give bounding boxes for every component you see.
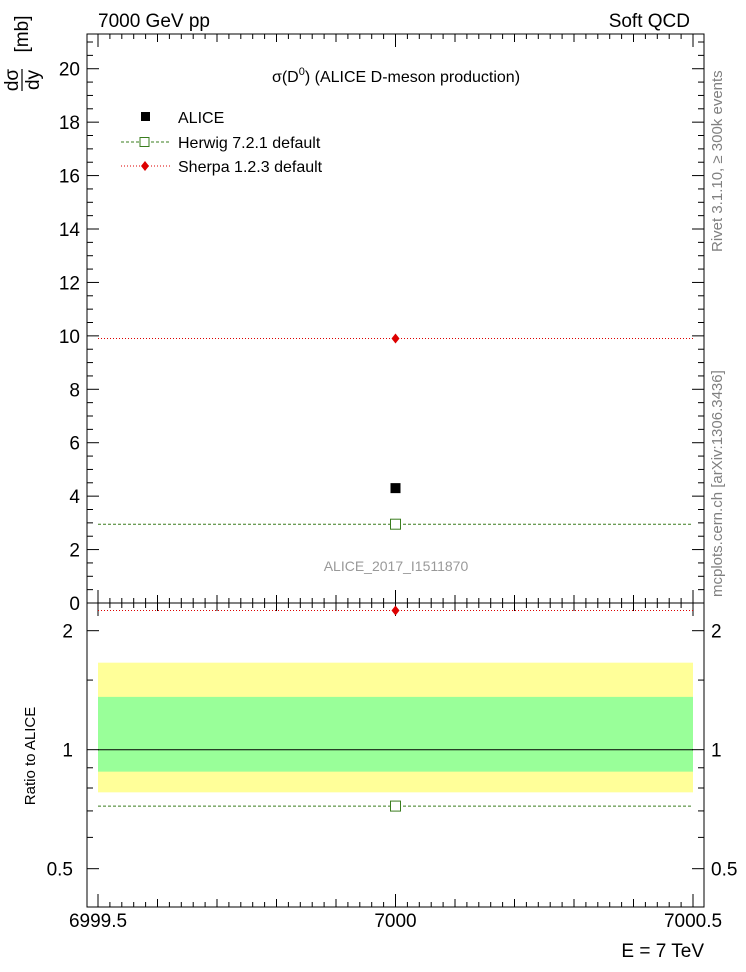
main-y-tick-label: 6 xyxy=(69,434,80,455)
y-axis-label: dσ dy [mb] xyxy=(2,16,44,92)
main-y-tick-label: 16 xyxy=(59,167,80,188)
header-left: 7000 GeV pp xyxy=(98,11,210,32)
main-y-tick-label: 14 xyxy=(59,220,81,241)
x-axis-label: E = 7 TeV xyxy=(621,941,704,962)
main-y-tick-label: 10 xyxy=(59,327,80,348)
main-y-tick-label: 0 xyxy=(69,594,80,615)
ratio-sherpa-point xyxy=(391,605,400,616)
main-y-tick-label: 18 xyxy=(59,113,80,134)
ratio-bands xyxy=(98,662,693,793)
ratio-y-tick-label: 0.5 xyxy=(47,860,73,881)
alice-point xyxy=(390,483,401,494)
ratio-panel: 0.5 0.5 1 1 2 2 6999.5 7000 7000.5 Ratio to ALI… xyxy=(22,602,737,962)
ratio-herwig-point xyxy=(390,800,401,812)
y-label-denominator: dy xyxy=(23,69,44,90)
y-label-unit: [mb] xyxy=(12,16,33,53)
ratio-y-ticks: 0.5 0.5 1 1 2 2 xyxy=(47,622,737,908)
ratio-y-tick-label-right: 1 xyxy=(711,741,722,762)
main-y-tick-label: 4 xyxy=(69,487,80,508)
mcplots-label: mcplots.cern.ch [arXiv:1306.3436] xyxy=(709,370,726,597)
title-superscript: 0 xyxy=(299,66,305,78)
legend-alice-label: ALICE xyxy=(178,110,224,127)
title-tail: ) (ALICE D-meson production) xyxy=(305,69,520,86)
legend-sherpa-marker xyxy=(141,161,149,171)
herwig-point xyxy=(390,518,401,530)
x-tick-label: 6999.5 xyxy=(69,911,127,932)
legend-sherpa-label: Sherpa 1.2.3 default xyxy=(178,159,323,176)
legend-alice-marker xyxy=(141,112,150,121)
y-label-numerator: dσ xyxy=(2,69,23,92)
header-right: Soft QCD xyxy=(609,11,690,32)
title-main: σ(D xyxy=(272,69,299,86)
ratio-y-tick-label: 2 xyxy=(62,622,73,643)
ratio-y-label: Ratio to ALICE xyxy=(22,707,39,805)
sherpa-point xyxy=(391,333,400,344)
legend: ALICE Herwig 7.2.1 default Sherpa 1.2.3 … xyxy=(121,110,323,176)
main-y-tick-label: 20 xyxy=(59,60,80,81)
ratio-series-points xyxy=(390,605,401,812)
x-tick-label: 7000 xyxy=(374,911,416,932)
main-y-tick-label: 8 xyxy=(69,380,80,401)
x-tick-label: 7000.5 xyxy=(664,911,722,932)
ratio-inner-band xyxy=(98,696,693,772)
analysis-id-label: ALICE_2017_I1511870 xyxy=(324,558,469,574)
ratio-x-ticks: 6999.5 7000 7000.5 xyxy=(69,603,722,932)
main-y-ticks: 0 2 4 6 8 10 12 14 16 18 20 xyxy=(59,41,704,615)
legend-herwig-label: Herwig 7.2.1 default xyxy=(178,135,321,152)
main-x-ticks xyxy=(97,34,694,603)
rivet-label: Rivet 3.1.10, ≥ 300k events xyxy=(709,70,726,252)
ratio-y-tick-label: 1 xyxy=(62,741,73,762)
legend-herwig-marker xyxy=(139,137,150,147)
chart-title: σ(D0) (ALICE D-meson production) xyxy=(272,66,520,86)
main-series-points xyxy=(390,333,401,530)
main-y-tick-label: 12 xyxy=(59,273,80,294)
main-y-tick-label: 2 xyxy=(69,541,80,562)
ratio-y-tick-label-right: 0.5 xyxy=(711,860,737,881)
main-series-lines xyxy=(98,338,693,525)
ratio-y-tick-label-right: 2 xyxy=(711,622,722,643)
